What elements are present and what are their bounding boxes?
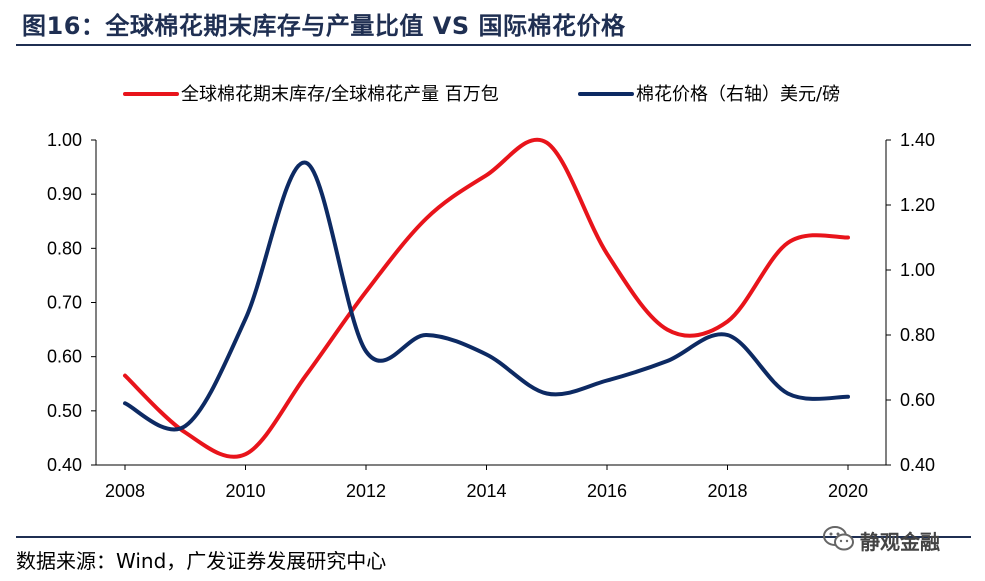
- x-tick-label: 2012: [346, 481, 386, 501]
- chart: 0.40 0.50 0.60 0.70 0.80 0.90 1.00 0.40 0.60 0.80…: [47, 84, 935, 501]
- y-left-tick-label: 0.80: [47, 238, 82, 258]
- y-left-tick-label: 0.60: [47, 347, 82, 367]
- series-line-ratio: [123, 137, 850, 459]
- data-source: 数据来源：Wind，广发证券发展研究中心: [16, 549, 387, 573]
- y-right-tick-label: 1.00: [900, 260, 935, 280]
- y-right-tick-label: 0.60: [900, 390, 935, 410]
- y-left-tick-label: 0.90: [47, 184, 82, 204]
- y-right-tick-label: 0.40: [900, 455, 935, 475]
- title-rule: [16, 44, 971, 46]
- header: 图16：全球棉花期末库存与产量比值 VS 国际棉花价格: [0, 0, 985, 46]
- y-left-tick-label: 1.00: [47, 130, 82, 150]
- footer-rule: [16, 536, 971, 538]
- x-tick-label: 2010: [225, 481, 265, 501]
- wechat-icon: [823, 526, 854, 551]
- x-tick-label: 2008: [105, 481, 145, 501]
- y-right-tick-label: 0.80: [900, 325, 935, 345]
- y-right-tick-label: 1.40: [900, 130, 935, 150]
- legend-label-ratio: 全球棉花期末库存/全球棉花产量 百万包: [181, 84, 499, 105]
- x-tick-label: 2020: [828, 481, 868, 501]
- y-left-tick-label: 0.50: [47, 401, 82, 421]
- x-tick-label: 2016: [587, 481, 627, 501]
- x-tick-label: 2014: [466, 481, 506, 501]
- x-tick-label: 2018: [707, 481, 747, 501]
- y-right-tick-label: 1.20: [900, 195, 935, 215]
- watermark-text: 静观金融: [860, 530, 940, 554]
- series-line-price: [123, 160, 850, 432]
- y-left-tick-label: 0.40: [47, 455, 82, 475]
- figure-title: 图16：全球棉花期末库存与产量比值 VS 国际棉花价格: [22, 12, 626, 40]
- watermark: 静观金融: [822, 524, 972, 554]
- legend-label-price: 棉花价格（右轴）美元/磅: [636, 84, 840, 105]
- y-left-tick-label: 0.70: [47, 293, 82, 313]
